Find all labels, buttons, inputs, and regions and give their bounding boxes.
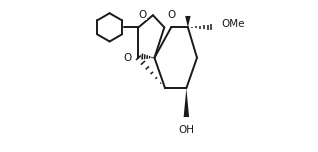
Text: O: O (139, 10, 147, 20)
Text: O: O (167, 10, 175, 20)
Text: OH: OH (178, 125, 194, 135)
Text: O: O (123, 53, 132, 63)
Text: OMe: OMe (221, 19, 245, 29)
Polygon shape (185, 16, 190, 27)
Polygon shape (183, 88, 189, 117)
